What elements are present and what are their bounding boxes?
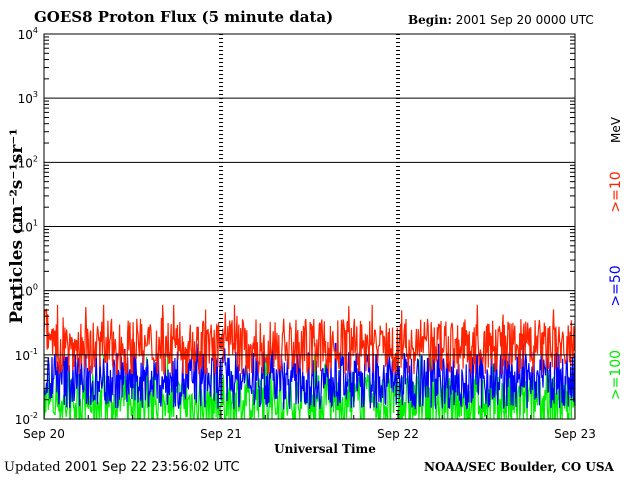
series-layer	[43, 304, 576, 422]
y-tick-label-1: 10-1	[15, 347, 38, 363]
x-tick-label-3: Sep 23	[554, 427, 596, 441]
x-tick-label-2: Sep 22	[377, 427, 419, 441]
y-tick-label-6: 104	[18, 26, 38, 42]
begin-time: Begin: 2001 Sep 20 0000 UTC	[408, 13, 594, 27]
y-tick-label-0: 10-2	[15, 411, 38, 427]
begin-label: Begin:	[408, 13, 452, 27]
begin-value: 2001 Sep 20 0000 UTC	[455, 13, 594, 27]
y-tick-label-5: 103	[18, 90, 38, 106]
legend-unit: MeV	[609, 116, 623, 143]
x-axis-label: Universal Time	[274, 442, 376, 456]
series-line->=10	[43, 304, 576, 375]
legend-entry-3: >=100	[608, 350, 624, 400]
x-tick-labels: Sep 20 Sep 21 Sep 22 Sep 23	[23, 427, 596, 441]
updated-time: Updated 2001 Sep 22 23:56:02 UTC	[4, 460, 240, 475]
updated-label: Updated	[4, 460, 61, 475]
credit: NOAA/SEC Boulder, CO USA	[424, 460, 614, 474]
y-axis-label: Particles cm⁻²s⁻¹sr⁻¹	[7, 128, 27, 323]
y-tick-labels: 10-2 10-1 100 101 102 103 104	[15, 26, 38, 427]
x-tick-label-1: Sep 21	[200, 427, 242, 441]
legend: MeV >=10 >=50 >=100	[608, 116, 624, 400]
y-tick-label-3: 101	[18, 219, 38, 235]
y-tick-label-4: 102	[18, 154, 38, 170]
x-tick-label-0: Sep 20	[23, 427, 65, 441]
y-tick-label-2: 100	[18, 283, 38, 299]
updated-value: 2001 Sep 22 23:56:02 UTC	[64, 460, 240, 475]
legend-entry-2: >=50	[608, 265, 624, 306]
chart-title: GOES8 Proton Flux (5 minute data)	[34, 8, 334, 26]
legend-entry-1: >=10	[608, 171, 624, 212]
plot-frame	[43, 33, 576, 420]
